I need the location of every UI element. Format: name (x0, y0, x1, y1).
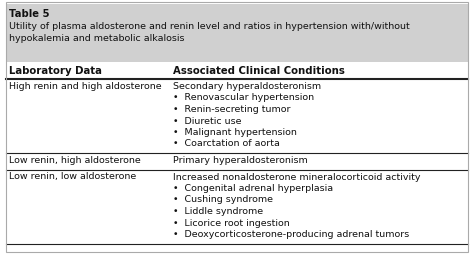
Text: •  Renin-secreting tumor: • Renin-secreting tumor (173, 105, 291, 114)
Text: Associated Clinical Conditions: Associated Clinical Conditions (173, 66, 345, 76)
Text: Low renin, high aldosterone: Low renin, high aldosterone (9, 156, 141, 165)
Text: •  Renovascular hypertension: • Renovascular hypertension (173, 93, 314, 102)
Text: Utility of plasma aldosterone and renin level and ratios in hypertension with/wi: Utility of plasma aldosterone and renin … (9, 22, 410, 31)
Text: Low renin, low aldosterone: Low renin, low aldosterone (9, 172, 136, 182)
Bar (6, 62, 468, 252)
Text: •  Licorice root ingestion: • Licorice root ingestion (173, 219, 290, 228)
Text: Laboratory Data: Laboratory Data (9, 66, 102, 76)
Text: Primary hyperaldosteronism: Primary hyperaldosteronism (173, 156, 308, 165)
Text: •  Liddle syndrome: • Liddle syndrome (173, 207, 263, 216)
Text: •  Coarctation of aorta: • Coarctation of aorta (173, 139, 280, 148)
Text: •  Diuretic use: • Diuretic use (173, 116, 242, 125)
Text: •  Malignant hypertension: • Malignant hypertension (173, 128, 297, 137)
Text: Secondary hyperaldosteronism: Secondary hyperaldosteronism (173, 82, 321, 91)
Text: Increased nonaldosterone mineralocorticoid activity: Increased nonaldosterone mineralocortico… (173, 172, 420, 182)
Text: High renin and high aldosterone: High renin and high aldosterone (9, 82, 162, 91)
Text: •  Cushing syndrome: • Cushing syndrome (173, 196, 273, 205)
Text: •  Congenital adrenal hyperplasia: • Congenital adrenal hyperplasia (173, 184, 333, 193)
Text: hypokalemia and metabolic alkalosis: hypokalemia and metabolic alkalosis (9, 34, 184, 43)
Text: Table 5: Table 5 (9, 9, 49, 19)
Bar (6, 4, 468, 62)
Text: •  Deoxycorticosterone-producing adrenal tumors: • Deoxycorticosterone-producing adrenal … (173, 230, 409, 239)
